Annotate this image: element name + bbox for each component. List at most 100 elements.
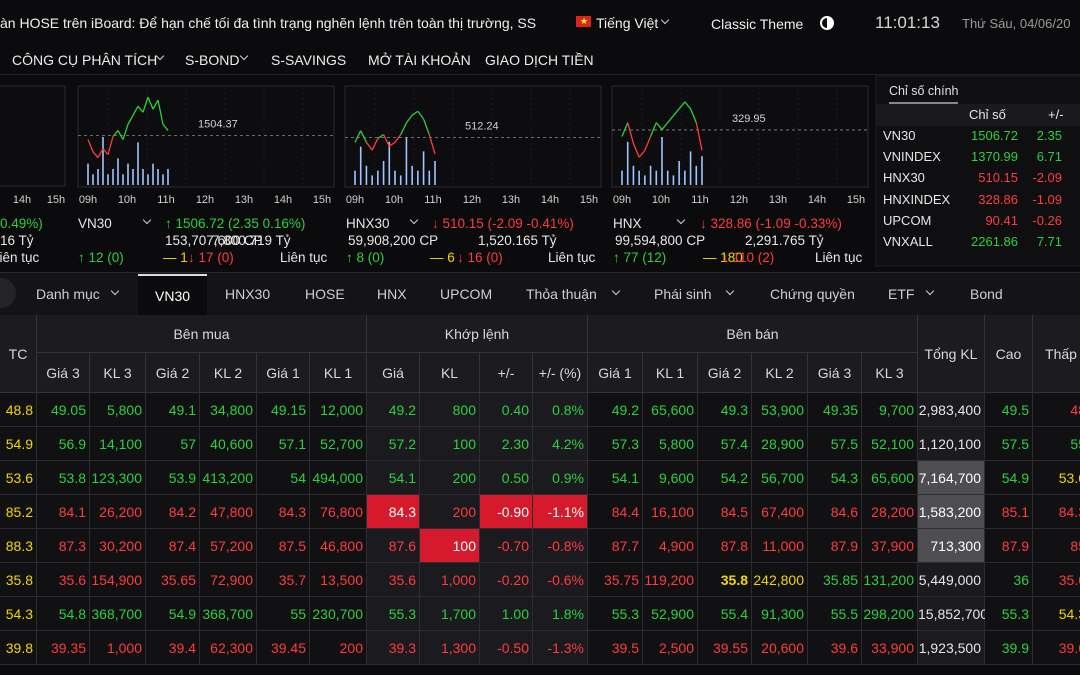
volume-bar (152, 163, 154, 185)
tab[interactable]: Bond (970, 286, 1003, 302)
table-cell: 87.5 (257, 529, 310, 563)
index-line (382, 134, 390, 147)
theme-toggle[interactable] (820, 16, 834, 30)
volume-bar (147, 174, 149, 185)
table-cell: 87.7 (588, 529, 643, 563)
table-cell: 52,100 (862, 427, 918, 461)
table-cell: 87.4 (146, 529, 200, 563)
reference-label: 1504.37 (198, 118, 238, 130)
column-header: KL 1 (643, 353, 698, 393)
table-cell: 1,583,200 (918, 495, 985, 529)
theme-name[interactable]: Classic Theme (711, 16, 804, 32)
volume-bar (644, 175, 646, 185)
chart-frame (77, 85, 335, 188)
index-name[interactable]: HNX30 (346, 216, 390, 231)
tab[interactable]: UPCOM (440, 286, 493, 302)
index-change: 0.49%) (0, 216, 43, 231)
table-cell: 200 (420, 461, 480, 495)
table-cell: 49.5 (985, 393, 1033, 427)
column-header: KL 2 (752, 353, 808, 393)
table-cell: 1,300 (420, 631, 480, 665)
index-line (117, 130, 124, 140)
table-cell: 34,800 (200, 393, 257, 427)
language[interactable]: Tiếng Việt (596, 15, 659, 31)
table-cell: 154,900 (90, 563, 146, 597)
table-cell: 54.3 (1033, 597, 1080, 631)
tab[interactable]: HNX30 (225, 286, 271, 302)
index-change: -0.26 (1032, 212, 1062, 228)
table-cell: 39.8 (0, 631, 37, 665)
index-name[interactable]: VN30 (78, 216, 112, 231)
table-cell: 57.5 (985, 427, 1033, 461)
x-tick-label: 12h (463, 194, 481, 206)
table-cell: 46,800 (310, 529, 367, 563)
table-cell: 298,200 (862, 597, 918, 631)
table-cell: 4.2% (533, 427, 588, 461)
menu-item[interactable]: MỞ TÀI KHOẢN (368, 52, 471, 68)
table-cell: 87.9 (985, 529, 1033, 563)
table-cell: 76,800 (310, 495, 367, 529)
table-cell: 49.05 (37, 393, 90, 427)
panel-header: Chỉ số (969, 107, 1006, 122)
clock: 11:01:13 (875, 13, 940, 32)
index-value: 2261.86 (971, 234, 1018, 249)
table-cell: 11,000 (752, 529, 808, 563)
tab[interactable]: ETF (888, 286, 915, 302)
table-cell: 230,700 (310, 597, 367, 631)
table-cell: 53.8 (37, 461, 90, 495)
index-value: 1370.99 (971, 149, 1018, 165)
table-cell: 9,600 (643, 461, 698, 495)
volume-bar (365, 165, 368, 185)
index-line (122, 124, 129, 140)
index-change: ↓ 510.15 (-2.09 -0.41%) (432, 216, 574, 231)
index-line (107, 136, 114, 155)
tab[interactable]: Chứng quyền (770, 286, 855, 302)
panel-tab[interactable]: Chỉ số chính (889, 83, 959, 104)
volume-bar (162, 174, 164, 185)
search-pill[interactable] (0, 278, 16, 308)
index-status: Liên tục (0, 250, 40, 265)
index-value: 90.41 (985, 212, 1018, 228)
table-cell: 49.2 (588, 393, 643, 427)
volume-bar (127, 163, 129, 185)
index-line (417, 110, 425, 120)
tab[interactable]: HNX (377, 286, 407, 302)
menu-item[interactable]: GIAO DỊCH TIỀN (485, 52, 594, 68)
table-cell: 5,449,000 (918, 563, 985, 597)
volume-bar (701, 156, 703, 185)
menu-item[interactable]: S-SAVINGS (271, 52, 347, 68)
volume-bar (411, 165, 413, 185)
menu-item[interactable]: CÔNG CỤ PHÂN TÍCH (12, 52, 158, 68)
tab[interactable]: VN30 (138, 274, 208, 316)
menu-item[interactable]: S-BOND (185, 52, 240, 68)
unchanged: — 180 (703, 250, 743, 265)
x-tick-label: 10h (118, 194, 136, 206)
index-name: UPCOM (883, 212, 932, 228)
table-cell: 0.40 (480, 393, 533, 427)
x-tick-label: 15h (847, 194, 865, 206)
table-cell: 55 (1033, 427, 1080, 461)
index-name[interactable]: HNX (613, 216, 642, 231)
table-cell: 40,600 (200, 427, 257, 461)
table-cell: 35.6 (1033, 563, 1080, 597)
column-header: +/- (%) (533, 353, 588, 393)
tab[interactable]: Danh mục (36, 286, 100, 302)
tab[interactable]: Thỏa thuận (526, 286, 597, 302)
index-line (97, 148, 104, 159)
table-cell: 39.4 (146, 631, 200, 665)
table-cell: 85 (1033, 529, 1080, 563)
x-tick-label: 15h (47, 194, 65, 206)
table-cell: 84.4 (588, 495, 643, 529)
x-tick-label: 13h (769, 194, 787, 206)
tab[interactable]: Phái sinh (654, 286, 712, 302)
index-line (422, 118, 430, 135)
index-change: 7.71 (1036, 234, 1062, 249)
tab[interactable]: HOSE (305, 286, 345, 302)
index-line (638, 149, 646, 158)
index-line (157, 99, 164, 125)
index-line (627, 122, 635, 144)
table-cell: 53,900 (752, 393, 808, 427)
x-tick-label: 15h (580, 194, 598, 206)
column-header: KL 1 (310, 353, 367, 393)
